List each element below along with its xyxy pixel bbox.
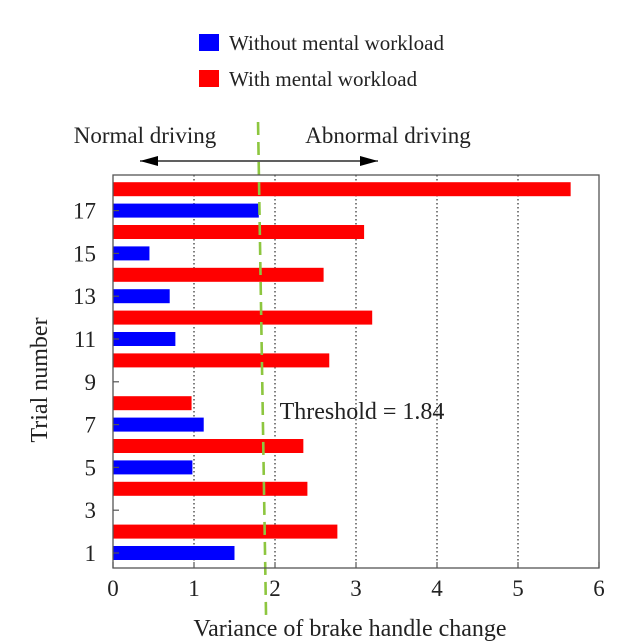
legend-swatch-0	[199, 34, 219, 51]
bar-s1-trial-18	[113, 182, 571, 197]
legend-label-1: With mental workload	[229, 67, 418, 91]
y-tick-label-4: 9	[85, 370, 97, 395]
arrow-left-head-icon	[140, 156, 158, 166]
x-tick-label-3: 3	[350, 576, 362, 601]
y-tick-label-3: 7	[85, 413, 97, 438]
bar-s1-trial-6	[113, 439, 304, 453]
y-tick-label-0: 1	[85, 541, 97, 566]
bar-s1-trial-2	[113, 524, 338, 539]
normal-driving-label: Normal driving	[74, 123, 217, 148]
legend: Without mental workload With mental workl…	[199, 31, 444, 91]
threshold-label: Threshold = 1.84	[280, 399, 445, 425]
bar-s0-trial-5	[113, 460, 193, 475]
bar-s0-trial-7	[113, 417, 204, 432]
legend-label-0: Without mental workload	[229, 31, 444, 55]
y-tick-label-6: 13	[73, 284, 96, 309]
bar-s1-trial-8	[113, 396, 192, 411]
bar-s0-trial-1	[113, 546, 235, 560]
bar-s0-trial-15	[113, 246, 150, 261]
x-tick-label-4: 4	[431, 576, 443, 601]
bar-s1-trial-4	[113, 481, 308, 496]
threshold: Threshold = 1.84	[256, 121, 445, 617]
y-tick-label-5: 11	[74, 327, 96, 352]
bar-s1-trial-12	[113, 310, 373, 325]
x-tick-label-1: 1	[188, 576, 200, 601]
threshold-line	[256, 121, 268, 617]
bar-s0-trial-17	[113, 203, 259, 218]
x-tick-label-5: 5	[512, 576, 524, 601]
x-tick-label-6: 6	[593, 576, 605, 601]
arrow-right-head-icon	[360, 156, 378, 166]
bar-s1-trial-10	[113, 353, 330, 368]
x-tick-label-0: 0	[107, 576, 119, 601]
abnormal-driving-label: Abnormal driving	[305, 123, 471, 148]
bar-s0-trial-11	[113, 332, 176, 346]
x-axis-label: Variance of brake handle change	[193, 616, 506, 641]
grid	[193, 175, 519, 568]
y-tick-label-7: 15	[73, 241, 96, 266]
bar-s1-trial-14	[113, 267, 324, 282]
y-axis-label: Trial number	[27, 317, 53, 442]
legend-swatch-1	[199, 70, 219, 87]
y-tick-label-2: 5	[85, 455, 97, 480]
x-tick-label-2: 2	[269, 576, 281, 601]
y-tick-label-1: 3	[85, 498, 97, 523]
y-tick-label-8: 17	[73, 199, 96, 224]
bars	[113, 182, 571, 560]
bar-s1-trial-16	[113, 225, 365, 239]
driving-annotations: Normal driving Abnormal driving	[74, 123, 471, 166]
bar-s0-trial-13	[113, 289, 170, 304]
